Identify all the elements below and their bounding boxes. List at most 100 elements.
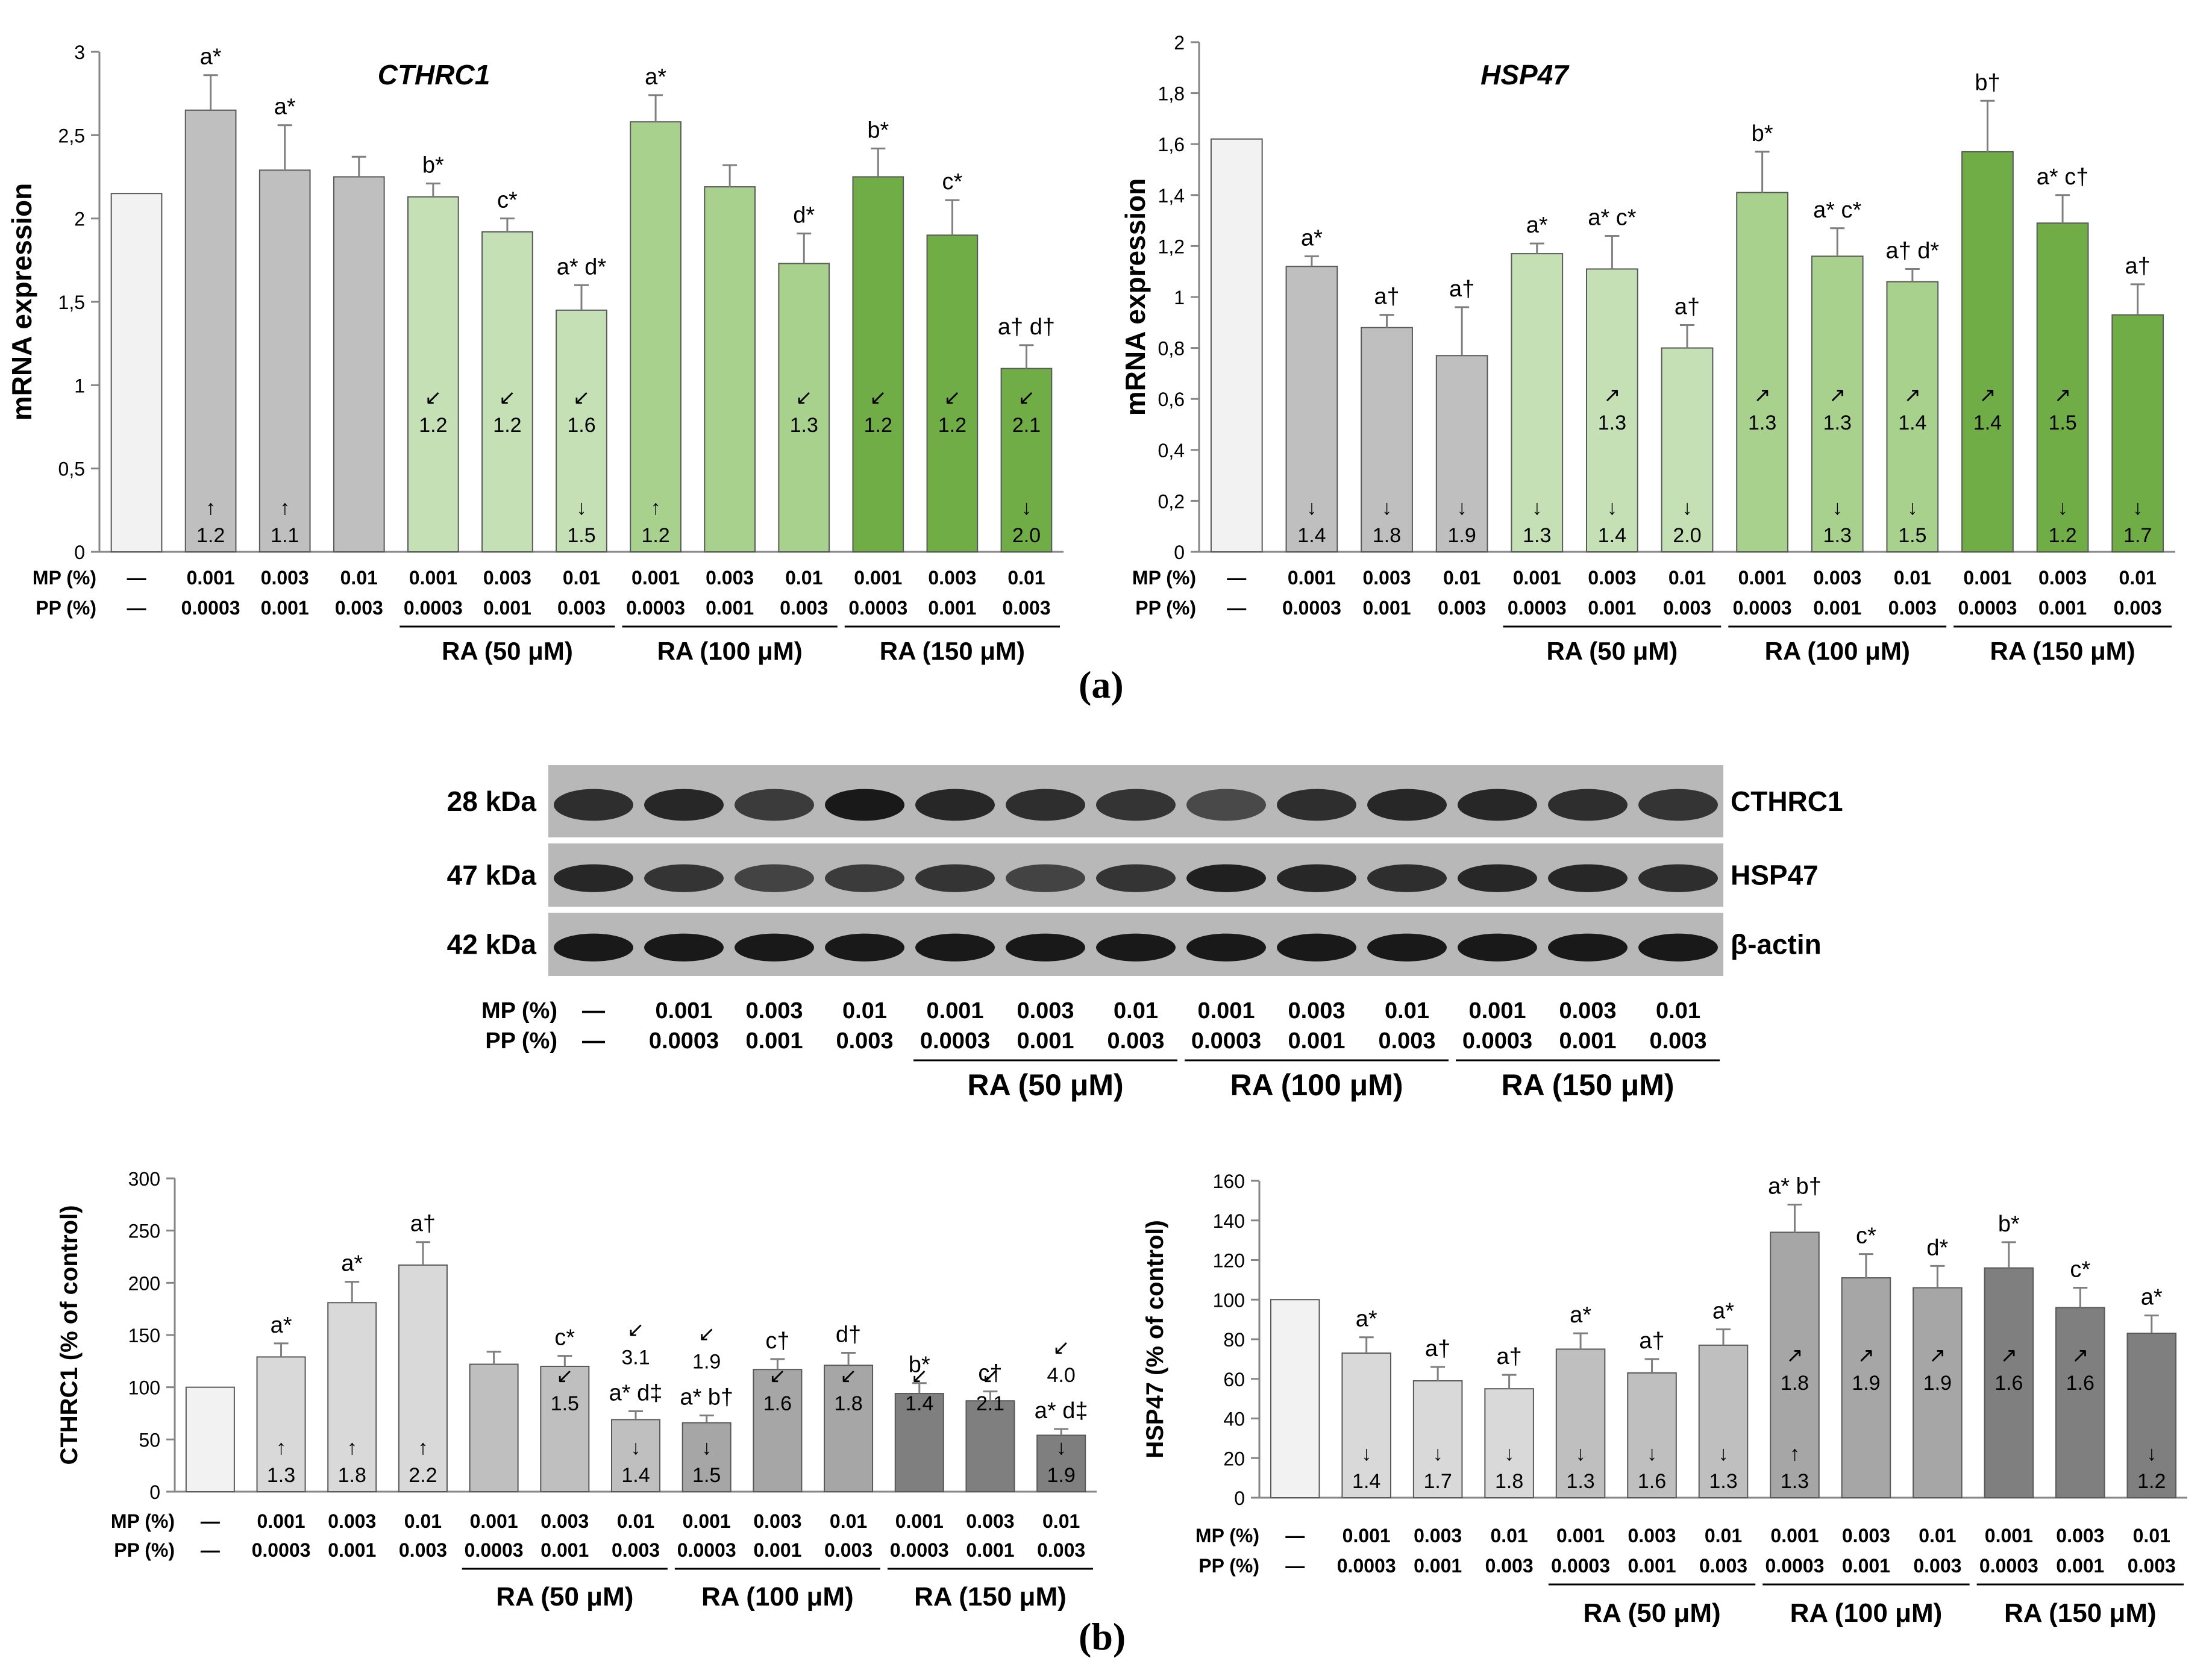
pp-value: 0.001 (966, 1539, 1014, 1561)
pp-value: 0.0003 (252, 1539, 311, 1561)
mp-value: — (582, 998, 605, 1024)
chart-title: HSP47 (1480, 59, 1570, 90)
fold-change-upper-arrow: ↗ (1753, 384, 1771, 407)
fold-change-upper-arrow: ↗ (2054, 384, 2072, 407)
fold-change-lower: 1.3 (1523, 524, 1551, 547)
fold-change-lower-arrow: ↑ (418, 1436, 428, 1459)
fold-change-upper: 1.5 (2048, 411, 2076, 434)
mp-row-label: MP (%) (1195, 1525, 1259, 1546)
pp-value: — (1285, 1555, 1305, 1577)
y-axis-label: CTHRC1 (% of control) (56, 1205, 83, 1465)
mp-value: 0.001 (631, 567, 680, 589)
significance-label: d* (1926, 1235, 1948, 1260)
bar (327, 1302, 377, 1492)
pp-value: 0.001 (1288, 1028, 1345, 1054)
fold-change-upper-arrow: ↗ (1929, 1344, 1946, 1367)
fold-change-lower-arrow: ↓ (1306, 496, 1317, 519)
band-protein-label: CTHRC1 (1731, 786, 1843, 817)
mp-value: 0.01 (1656, 998, 1700, 1024)
mp-value: 0.003 (1588, 567, 1636, 589)
bar (398, 1264, 448, 1492)
significance-label: a* (274, 95, 296, 120)
pp-value: — (201, 1539, 220, 1561)
protein-band (1367, 864, 1447, 892)
fold-change-upper-arrow: ↙ (944, 386, 961, 409)
fold-change-upper: 1.8 (834, 1392, 862, 1415)
significance-label: a* (1356, 1307, 1377, 1332)
protein-band (735, 933, 814, 962)
significance-label: b* (422, 153, 444, 178)
protein-band (1638, 933, 1718, 962)
fold-change-upper-arrow: ↙ (982, 1365, 999, 1387)
pp-value: 0.0003 (1282, 597, 1341, 619)
protein-band (1458, 933, 1537, 962)
bar (1984, 1267, 2034, 1498)
y-tick-label: 140 (1213, 1210, 1245, 1232)
significance-label: a† (1496, 1344, 1521, 1369)
pp-value: 0.003 (335, 597, 383, 619)
group-label: RA (100 μM) (701, 1582, 854, 1612)
fold-change-lower-arrow: ↓ (1504, 1442, 1514, 1465)
mp-value: 0.001 (1556, 1525, 1605, 1546)
fold-change-lower: 1.3 (1823, 524, 1852, 547)
bar (540, 1366, 590, 1492)
mp-value: 0.001 (655, 998, 712, 1024)
bar (1000, 367, 1053, 553)
y-axis-label: mRNA expression (1120, 178, 1151, 416)
fold-change-upper: 1.2 (493, 414, 521, 437)
significance-label: c* (2070, 1257, 2090, 1283)
significance-label: a† (1374, 284, 1399, 310)
mp-value: 0.01 (1042, 1510, 1080, 1532)
protein-band (1548, 789, 1628, 821)
pp-value: 0.001 (261, 597, 309, 619)
pp-value: 0.003 (780, 597, 828, 619)
fold-change-upper: 2.1 (1012, 414, 1041, 437)
fold-change-upper-arrow: ↙ (840, 1365, 857, 1387)
protein-band (1277, 864, 1356, 892)
bar (824, 1365, 874, 1492)
y-tick-label: 300 (128, 1168, 160, 1190)
bar (753, 1369, 803, 1493)
mp-value: 0.001 (1985, 1525, 2033, 1546)
pp-value: 0.001 (328, 1539, 376, 1561)
fold-change-upper: 1.6 (763, 1392, 792, 1415)
protein-band (644, 789, 724, 821)
fold-change-lower: 1.5 (567, 524, 595, 547)
pp-row-label: PP (%) (36, 597, 96, 619)
pp-value: 0.003 (824, 1539, 873, 1561)
fold-change-upper-arrow: ↗ (1603, 384, 1621, 407)
bar (407, 196, 459, 552)
chart-hsp47-mrna: 0 0,2 0,4 0,6 0,8 1 1,2 1,4 1,6 1,8 2 mRNA expressi… (1120, 32, 2175, 665)
pp-value: 0.003 (1888, 597, 1937, 619)
fold-change-lower: 1.5 (1898, 524, 1926, 547)
bar (2055, 1307, 2105, 1498)
fold-change-lower: 1.8 (1373, 524, 1401, 547)
bar (1961, 151, 2014, 552)
mp-value: 0.003 (1559, 998, 1616, 1024)
fold-change-lower-arrow: ↓ (1021, 496, 1032, 519)
mp-value: 0.003 (2056, 1525, 2104, 1546)
protein-band (1458, 789, 1537, 821)
fold-change-lower-arrow: ↓ (2132, 496, 2143, 519)
fold-change-upper: 1.3 (1598, 411, 1626, 434)
pp-value: 0.0003 (677, 1539, 736, 1561)
protein-band (1006, 789, 1085, 821)
fold-change-lower-arrow: ↓ (577, 496, 587, 519)
protein-band (1548, 864, 1628, 892)
significance-label: d* (793, 203, 815, 228)
fold-change-upper: 2.1 (976, 1392, 1004, 1415)
protein-band (1096, 789, 1176, 821)
y-tick-label: 0 (1234, 1487, 1245, 1509)
pp-value: 0.003 (1649, 1028, 1706, 1054)
fold-change-lower: 1.3 (1781, 1470, 1809, 1493)
mp-row-label: MP (%) (1132, 567, 1196, 589)
significance-label: a* (1526, 213, 1548, 238)
mp-value: 0.003 (1362, 567, 1411, 589)
band-protein-label: β-actin (1731, 929, 1822, 960)
y-tick-label: 150 (128, 1325, 160, 1346)
fold-change-lower: 1.4 (621, 1464, 650, 1487)
protein-band (554, 789, 633, 821)
mp-value: 0.01 (1919, 1525, 1956, 1546)
bar (1586, 268, 1638, 552)
y-tick-label: 0,5 (58, 458, 85, 480)
